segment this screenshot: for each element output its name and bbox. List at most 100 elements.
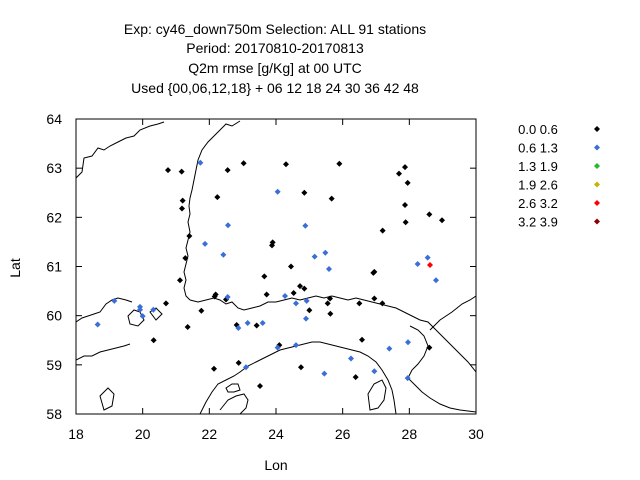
station-marker bbox=[274, 188, 281, 195]
station-marker bbox=[301, 189, 308, 196]
title-line-1: Exp: cy46_down750m Selection: ALL 91 sta… bbox=[123, 21, 427, 37]
station-marker bbox=[327, 295, 333, 302]
station-marker bbox=[235, 324, 242, 331]
station-marker bbox=[243, 364, 249, 371]
station-marker bbox=[433, 277, 439, 284]
x-tick-label: 24 bbox=[268, 426, 284, 442]
y-tick-label: 62 bbox=[46, 209, 62, 225]
y-tick-label: 63 bbox=[46, 160, 62, 176]
station-marker bbox=[402, 164, 408, 171]
station-marker bbox=[439, 217, 445, 224]
station-marker bbox=[427, 262, 433, 269]
station-marker bbox=[311, 253, 318, 260]
station-marker bbox=[327, 310, 334, 317]
legend-label: 1.9 2.6 bbox=[518, 178, 558, 193]
station-marker bbox=[379, 300, 386, 307]
legend-marker bbox=[594, 181, 600, 188]
station-marker bbox=[414, 261, 421, 268]
x-tick-label: 26 bbox=[335, 426, 351, 442]
station-marker bbox=[303, 297, 310, 304]
legend-marker bbox=[594, 126, 600, 132]
legend-marker bbox=[594, 200, 600, 206]
station-marker bbox=[235, 359, 242, 366]
station-marker bbox=[111, 297, 118, 304]
station-points bbox=[94, 159, 445, 389]
x-tick-label: 28 bbox=[402, 426, 418, 442]
station-marker bbox=[178, 168, 185, 175]
station-marker bbox=[165, 167, 171, 174]
station-marker bbox=[269, 242, 275, 249]
station-marker bbox=[184, 323, 191, 330]
station-marker bbox=[426, 344, 433, 351]
station-marker bbox=[163, 300, 169, 307]
station-marker bbox=[293, 300, 299, 307]
plot-frame bbox=[75, 118, 477, 415]
station-marker bbox=[371, 268, 378, 275]
station-marker bbox=[150, 306, 157, 313]
x-tick-label: 30 bbox=[468, 426, 484, 442]
station-marker bbox=[426, 211, 433, 218]
station-marker bbox=[182, 255, 189, 262]
title-line-4: Used {00,06,12,18} + 06 12 18 24 30 36 4… bbox=[131, 80, 419, 96]
station-marker bbox=[282, 293, 288, 299]
legend: 0.0 0.6 0.6 1.3 1.3 1.9 1.9 2.6 2.6 3.2 3.2 3… bbox=[518, 122, 600, 230]
x-tick-label: 22 bbox=[202, 426, 218, 442]
station-marker bbox=[359, 336, 365, 343]
station-marker bbox=[405, 339, 411, 346]
station-marker bbox=[263, 291, 270, 298]
legend-label: 3.2 3.9 bbox=[518, 215, 558, 230]
station-marker bbox=[283, 161, 289, 168]
station-marker bbox=[404, 179, 411, 186]
station-marker bbox=[402, 219, 409, 226]
station-marker bbox=[322, 249, 329, 256]
station-marker bbox=[303, 315, 309, 322]
station-marker bbox=[336, 160, 343, 167]
coastline-outline bbox=[76, 120, 476, 414]
station-marker bbox=[288, 263, 294, 270]
title-line-3: Q2m rmse [g/Kg] at 00 UTC bbox=[188, 60, 362, 76]
station-marker bbox=[198, 307, 205, 314]
station-marker bbox=[261, 273, 268, 280]
station-marker bbox=[202, 240, 208, 247]
station-marker bbox=[274, 344, 281, 351]
station-marker bbox=[224, 293, 231, 300]
legend-marker bbox=[594, 144, 600, 151]
x-tick-label: 18 bbox=[68, 426, 84, 442]
station-marker bbox=[244, 320, 251, 327]
station-marker bbox=[177, 277, 183, 284]
legend-label: 0.0 0.6 bbox=[518, 122, 558, 137]
station-marker bbox=[301, 285, 308, 292]
station-marker bbox=[179, 205, 185, 212]
station-marker bbox=[220, 251, 227, 258]
x-tick-label: 20 bbox=[135, 426, 151, 442]
legend-marker bbox=[594, 218, 600, 225]
y-tick-label: 64 bbox=[46, 111, 62, 127]
station-marker bbox=[214, 194, 221, 201]
legend-label: 0.6 1.3 bbox=[518, 141, 558, 156]
y-axis-ticks: 58 59 60 61 62 63 64 bbox=[46, 111, 476, 422]
station-marker bbox=[371, 295, 378, 302]
station-marker bbox=[302, 222, 309, 229]
x-axis-label: Lon bbox=[264, 457, 287, 473]
station-marker bbox=[352, 374, 359, 381]
station-marker bbox=[348, 355, 354, 362]
station-marker bbox=[94, 321, 101, 328]
station-marker bbox=[225, 222, 231, 229]
station-marker bbox=[257, 382, 263, 389]
station-marker bbox=[396, 170, 402, 177]
station-marker bbox=[324, 300, 331, 307]
x-axis-ticks: 18 20 22 24 26 28 30 bbox=[68, 119, 484, 442]
station-marker bbox=[253, 322, 260, 329]
y-tick-label: 61 bbox=[46, 259, 62, 275]
station-marker bbox=[259, 320, 266, 327]
station-marker bbox=[137, 303, 143, 310]
legend-label: 1.3 1.9 bbox=[518, 159, 558, 174]
station-marker bbox=[424, 254, 431, 261]
station-marker bbox=[386, 345, 393, 352]
station-marker bbox=[211, 365, 217, 372]
station-marker bbox=[197, 159, 204, 166]
station-marker bbox=[328, 195, 335, 202]
station-marker bbox=[356, 300, 363, 307]
y-tick-label: 58 bbox=[46, 406, 62, 422]
